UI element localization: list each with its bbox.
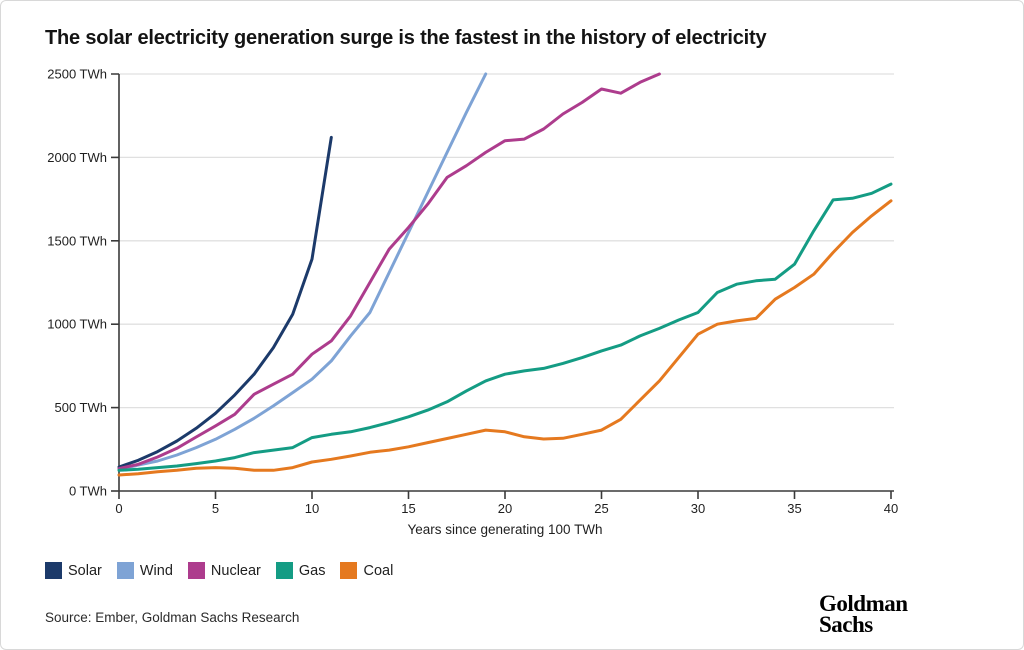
series-line-wind: [117, 72, 488, 472]
legend-item-wind: Wind: [116, 562, 173, 579]
series-line-coal: [117, 199, 893, 477]
legend-swatch-solar: [45, 562, 62, 579]
legend-swatch-nuclear: [187, 562, 205, 579]
x-tick-label-25: 25: [594, 501, 608, 516]
x-tick-label-15: 15: [401, 501, 415, 516]
chart-title: The solar electricity generation surge i…: [45, 27, 767, 49]
series-line-nuclear: [117, 72, 661, 471]
series-line-solar: [117, 135, 333, 469]
series-line-gas: [117, 182, 893, 472]
legend-label-wind: Wind: [139, 562, 173, 579]
x-tick-label-10: 10: [305, 501, 319, 516]
legend-swatch-gas: [275, 562, 293, 579]
legend-item-gas: Gas: [275, 562, 326, 579]
legend-label-solar: Solar: [68, 562, 102, 579]
legend-item-nuclear: Nuclear: [187, 562, 261, 579]
goldman-sachs-logo: Goldman Sachs: [819, 591, 908, 638]
y-tick-label-1000: 1000 TWh: [47, 317, 107, 332]
chart-legend: Solar Wind Nuclear Gas Coal: [45, 562, 393, 579]
y-tick-label-1500: 1500 TWh: [47, 233, 107, 248]
x-tick-label-0: 0: [115, 501, 122, 516]
logo-line-2: Sachs: [819, 612, 873, 638]
y-tick-label-500: 500 TWh: [54, 400, 107, 415]
legend-label-gas: Gas: [298, 562, 326, 579]
y-tick-label-2000: 2000 TWh: [47, 150, 107, 165]
legend-swatch-coal: [340, 562, 358, 579]
x-axis-label: Years since generating 100 TWh: [407, 522, 603, 537]
legend-label-nuclear: Nuclear: [210, 562, 261, 579]
y-tick-label-2500: 2500 TWh: [47, 67, 107, 82]
legend-item-coal: Coal: [340, 562, 393, 579]
x-tick-label-30: 30: [691, 501, 705, 516]
x-tick-label-40: 40: [884, 501, 898, 516]
legend-swatch-wind: [116, 562, 134, 579]
x-tick-label-5: 5: [212, 501, 219, 516]
legend-label-coal: Coal: [363, 562, 394, 579]
logo-line-1: Goldman: [819, 591, 908, 616]
source-note: Source: Ember, Goldman Sachs Research: [45, 610, 300, 625]
y-tick-label-0: 0 TWh: [69, 484, 107, 499]
x-tick-label-20: 20: [498, 501, 512, 516]
x-tick-label-35: 35: [787, 501, 801, 516]
legend-item-solar: Solar: [45, 562, 102, 579]
